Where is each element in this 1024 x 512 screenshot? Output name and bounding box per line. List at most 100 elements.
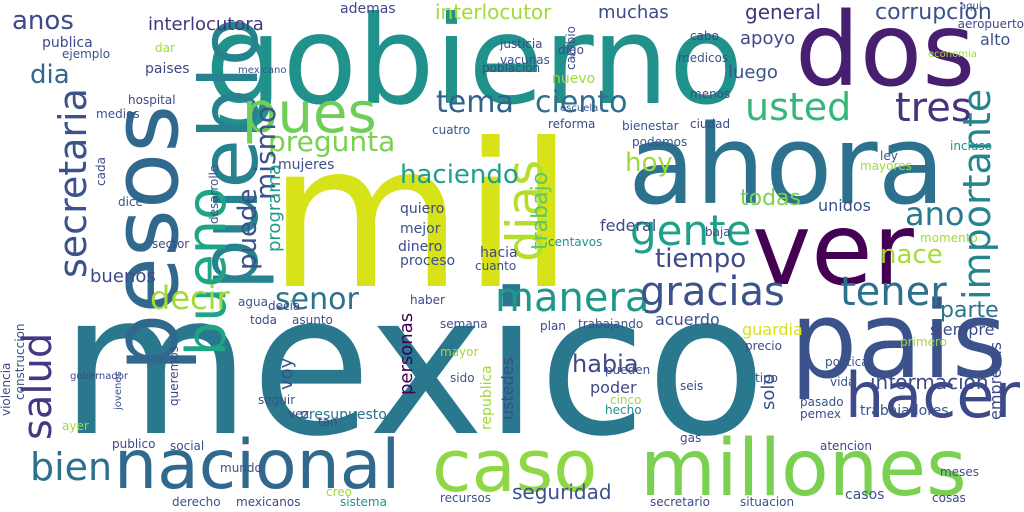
cloud-word: tema <box>436 85 514 120</box>
cloud-word: mexicano <box>238 65 287 76</box>
cloud-word: politica <box>825 355 869 369</box>
cloud-word: dar <box>155 41 175 55</box>
cloud-word: gracias <box>640 269 785 315</box>
cloud-word: justicia <box>500 37 543 51</box>
cloud-word: gas <box>680 431 702 445</box>
cloud-word: ustedes <box>498 357 517 420</box>
cloud-word: sector <box>152 237 190 251</box>
cloud-word: desarrollo <box>207 164 221 224</box>
cloud-word: vacunas <box>500 53 550 67</box>
cloud-word: millones <box>640 424 967 512</box>
cloud-word: vez <box>288 407 309 421</box>
cloud-word: hacia <box>480 245 518 261</box>
cloud-word: nuevo <box>552 71 596 87</box>
cloud-word: cosas <box>932 491 966 505</box>
cloud-word: economia <box>928 49 977 60</box>
cloud-word: cinco <box>610 393 642 407</box>
cloud-word: seis <box>680 379 704 393</box>
cloud-word: pais <box>790 279 1007 402</box>
cloud-word: gente <box>630 206 752 255</box>
cloud-word: general <box>745 0 822 24</box>
cloud-word: puede <box>233 188 263 270</box>
cloud-word: gobernador <box>70 371 128 382</box>
cloud-word: corrupcion <box>875 0 992 25</box>
cloud-word: mayor <box>440 345 479 359</box>
cloud-word: poblacion <box>482 61 541 75</box>
cloud-word: pues <box>242 81 377 146</box>
cloud-word: menos <box>690 87 731 101</box>
cloud-word: atencion <box>820 439 872 453</box>
cloud-word: senor <box>275 282 359 317</box>
cloud-word: nace <box>880 240 943 270</box>
cloud-word: sido <box>450 371 475 385</box>
cloud-word: hacer <box>845 359 1021 432</box>
cloud-word: jovenes <box>113 371 124 410</box>
cloud-word: mejor <box>400 221 441 237</box>
cloud-word: agua <box>238 295 268 309</box>
cloud-word: acuerdo <box>655 310 720 329</box>
cloud-word: construccion <box>13 323 27 400</box>
cloud-word: pueden <box>605 363 651 377</box>
cloud-word: plan <box>540 319 566 333</box>
cloud-word: interlocutor <box>435 0 552 24</box>
cloud-word: ley <box>880 149 898 163</box>
cloud-word: caso <box>432 424 598 508</box>
cloud-word: meses <box>940 465 979 479</box>
cloud-word: aeropuerto <box>957 17 1024 31</box>
cloud-word: bienestar <box>622 119 679 133</box>
cloud-word: ciudad <box>690 117 731 131</box>
cloud-word: baja <box>705 225 731 239</box>
cloud-word: secretaria <box>51 88 95 278</box>
cloud-word: bien <box>30 445 113 489</box>
cloud-word: mujeres <box>278 157 335 173</box>
cloud-word: proceso <box>400 253 456 269</box>
cloud-word: precio <box>745 339 782 353</box>
cloud-word: muchas <box>598 2 669 23</box>
cloud-word: usted <box>745 85 852 129</box>
cloud-word: apoyo <box>740 28 796 49</box>
cloud-word: decir <box>150 279 230 317</box>
cloud-word: ahora <box>628 101 946 229</box>
cloud-word: toda <box>250 313 278 327</box>
cloud-word: pasado <box>800 395 844 409</box>
cloud-word: federal <box>600 216 657 235</box>
cloud-word: ayer <box>62 419 89 433</box>
cloud-word: casos <box>845 487 885 503</box>
cloud-word: tan <box>318 415 338 429</box>
cloud-word: cabo <box>690 29 719 43</box>
cloud-word: mil <box>268 101 574 334</box>
cloud-word: dos <box>795 0 976 110</box>
cloud-word: decia <box>268 299 301 313</box>
cloud-word: paises <box>145 61 190 77</box>
cloud-word: momento <box>920 231 978 245</box>
cloud-word: medios <box>96 107 140 121</box>
cloud-word: mayores <box>860 159 912 173</box>
cloud-word: cuatro <box>432 123 471 137</box>
cloud-word: haciendo <box>400 160 519 190</box>
cloud-word: hoy <box>625 148 673 178</box>
cloud-word: pregunta <box>268 125 396 158</box>
cloud-word: poder <box>590 378 637 397</box>
cloud-word: cuanto <box>475 259 517 273</box>
cloud-word: recursos <box>440 491 492 505</box>
cloud-word: empresas <box>986 341 1005 420</box>
cloud-word: alto <box>980 30 1011 49</box>
cloud-word: cada <box>94 157 108 186</box>
cloud-word: violencia <box>0 362 13 416</box>
cloud-word: ano <box>905 195 965 233</box>
cloud-word: ejemplo <box>62 47 111 61</box>
cloud-word: pemex <box>800 407 841 421</box>
cloud-word: tres <box>895 85 972 131</box>
cloud-word: parte <box>940 298 999 323</box>
cloud-word: sistema <box>340 495 387 509</box>
cloud-word: dia <box>30 60 70 90</box>
cloud-word: programa <box>264 164 285 252</box>
cloud-word: presupuesto <box>300 407 387 423</box>
cloud-word: dice <box>118 195 143 209</box>
cloud-word: gobierno <box>205 0 744 132</box>
cloud-word: anos <box>12 6 74 36</box>
cloud-word: podemos <box>632 135 688 149</box>
cloud-word: buenos <box>90 266 156 287</box>
cloud-word: siempre <box>930 320 995 339</box>
cloud-word: escuela <box>560 103 599 114</box>
